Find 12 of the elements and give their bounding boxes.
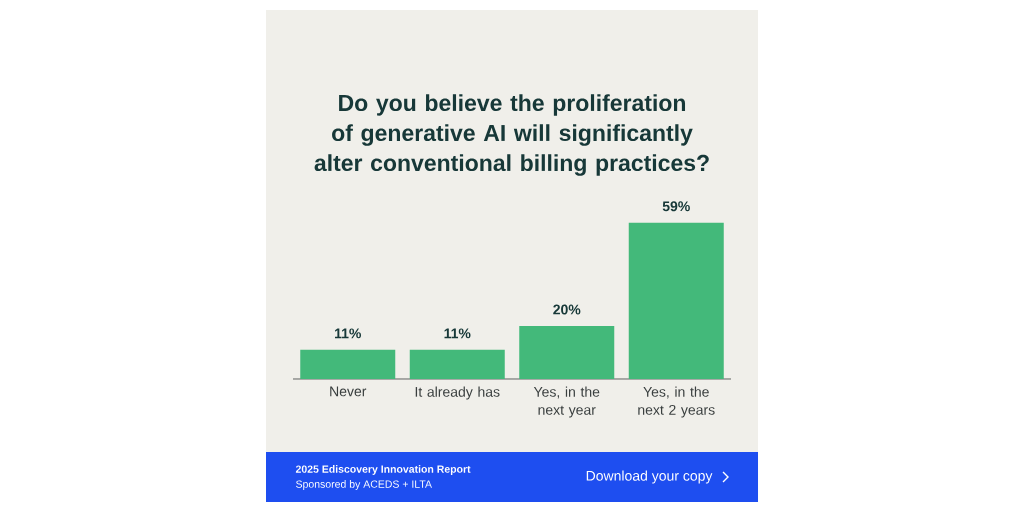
text: 2025 Ediscovery Innovation Report <box>295 465 471 475</box>
x-tick-label: Never <box>330 386 367 397</box>
x-tick-label: It already has <box>415 386 500 400</box>
x-tick-label: Yes, in the next year <box>533 386 600 418</box>
chart-title: Do you believe the proliferation of generative AI will significantly alter conventional billing practices? <box>314 94 709 176</box>
text: Sponsored by ACEDS + ILTA <box>296 480 432 490</box>
data-label: 11% <box>335 328 362 339</box>
data-label: 59% <box>662 201 690 212</box>
data-label: 20% <box>553 304 581 315</box>
text: Download your copy <box>586 470 713 484</box>
data-label: 11% <box>444 328 471 339</box>
x-tick-label: Yes, in the next 2 years <box>638 386 715 418</box>
